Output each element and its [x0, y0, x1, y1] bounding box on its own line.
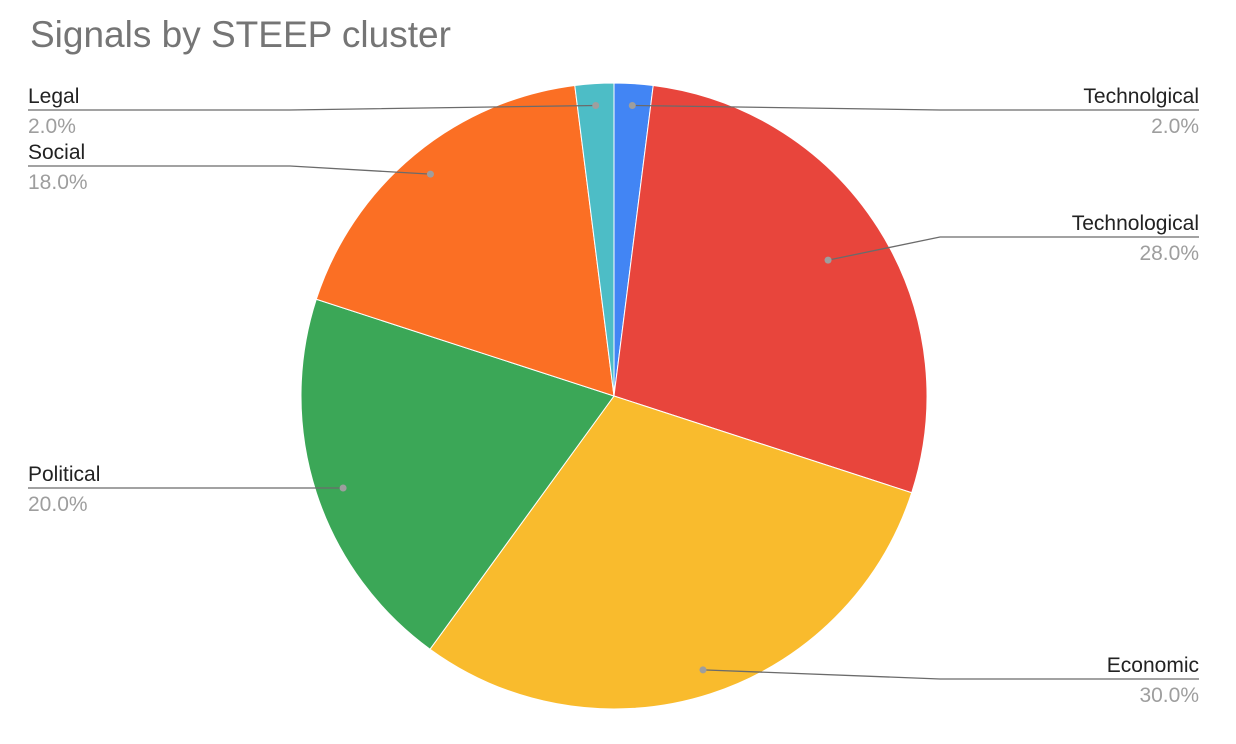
slice-label-legal-5: Legal — [28, 85, 79, 108]
slice-political-3 — [300, 298, 615, 650]
leader-line-social-4 — [28, 165, 431, 175]
slice-legal-5 — [574, 82, 615, 397]
leader-dot-social-4 — [426, 170, 434, 178]
pie-slices — [300, 82, 928, 710]
slice-technological-1 — [613, 84, 928, 494]
slice-percent-legal-5: 2.0% — [28, 115, 76, 138]
slice-social-4 — [315, 84, 615, 397]
slice-label-social-4: Social — [28, 141, 85, 164]
leader-line-technolgical-0 — [632, 104, 1199, 111]
slice-percent-political-3: 20.0% — [28, 493, 88, 516]
slice-percent-technological-1: 28.0% — [1139, 242, 1199, 265]
leader-dot-political-3 — [339, 484, 347, 492]
leader-line-legal-5 — [28, 104, 596, 111]
slice-labels: Technolgical 2.0% Technological 28.0% Econom… — [28, 85, 1199, 707]
leader-line-economic-2 — [702, 669, 1199, 680]
chart-title: Signals by STEEP cluster — [30, 14, 451, 55]
slice-label-economic-2: Economic — [1107, 654, 1199, 677]
slice-percent-technolgical-0: 2.0% — [1151, 115, 1199, 138]
leader-dot-technolgical-0 — [628, 101, 636, 109]
slice-economic-2 — [429, 395, 913, 710]
leader-dot-legal-5 — [592, 101, 600, 109]
slice-percent-economic-2: 30.0% — [1139, 684, 1199, 707]
leader-dot-technological-1 — [824, 256, 832, 264]
leader-dot-economic-2 — [699, 666, 707, 674]
slice-label-political-3: Political — [28, 463, 100, 486]
slice-label-technological-1: Technological — [1072, 212, 1199, 235]
leader-line-technological-1 — [827, 236, 1199, 261]
slice-percent-social-4: 18.0% — [28, 171, 88, 194]
slice-label-technolgical-0: Technolgical — [1083, 85, 1199, 108]
